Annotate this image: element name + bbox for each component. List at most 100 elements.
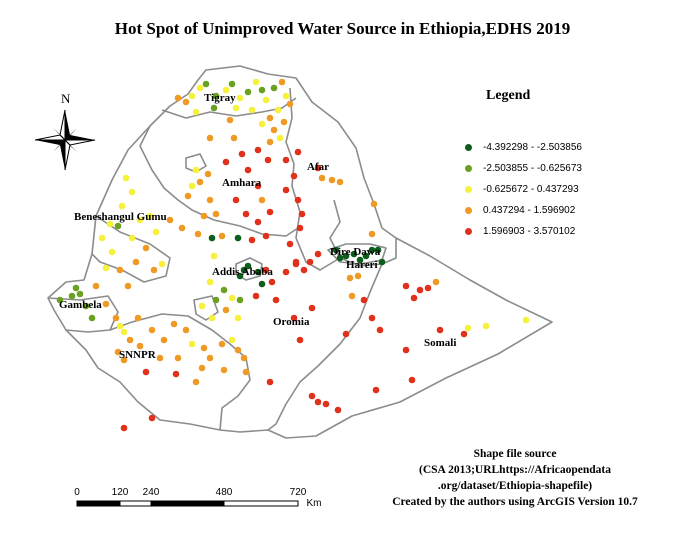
hotspot-point: [356, 256, 364, 264]
hotspot-point: [402, 282, 410, 290]
hotspot-point: [118, 202, 126, 210]
hotspot-point: [234, 314, 242, 322]
hotspot-point: [202, 80, 210, 88]
hotspot-point: [308, 392, 316, 400]
hotspot-point: [234, 234, 242, 242]
hotspot-point: [282, 268, 290, 276]
hotspot-point: [82, 302, 90, 310]
hotspot-point: [272, 296, 280, 304]
hotspot-point: [416, 286, 424, 294]
boundary-amhara: [139, 125, 299, 237]
boundary-afar: [285, 87, 341, 271]
hotspot-point: [362, 252, 370, 260]
legend-swatch: [465, 206, 472, 214]
boundary-lake-tana: [185, 153, 207, 173]
hotspot-point: [296, 224, 304, 232]
source-note: Shape file source (CSA 2013;URLhttps://A…: [360, 446, 670, 510]
hotspot-point: [268, 278, 276, 286]
hotspot-point: [172, 370, 180, 378]
label-snnpr: SNNPR: [119, 349, 157, 361]
hotspot-point: [166, 216, 174, 224]
hotspot-point: [334, 406, 342, 414]
hotspot-point: [150, 266, 158, 274]
hotspot-point: [204, 170, 212, 178]
hotspot-point: [192, 108, 200, 116]
hotspot-point: [196, 178, 204, 186]
hotspot-point: [378, 258, 386, 266]
hotspot-point: [178, 224, 186, 232]
hotspot-point: [336, 254, 344, 262]
boundary-dire-dawa: [327, 243, 387, 265]
legend-swatch: [465, 143, 472, 151]
hotspot-point: [122, 174, 130, 182]
legend-swatch: [465, 227, 472, 235]
country-outline: [47, 65, 553, 439]
hotspot-point: [314, 164, 322, 172]
hotspot-point: [350, 250, 358, 258]
hotspot-point: [252, 292, 260, 300]
scale-tick-120: 120: [111, 487, 129, 498]
hotspot-point: [410, 294, 418, 302]
hotspot-point: [228, 294, 236, 302]
hotspot-point: [132, 258, 140, 266]
hotspot-point: [210, 104, 218, 112]
hotspot-point: [182, 98, 190, 106]
hotspot-point: [236, 272, 244, 280]
legend-label: -4.392298 - -2.503856: [483, 142, 582, 153]
hotspot-point: [332, 246, 340, 254]
legend-item: 0.437294 - 1.596902: [465, 204, 575, 218]
label-tigray: Tigray: [204, 92, 236, 104]
hotspot-point: [258, 86, 266, 94]
hotspot-point: [238, 150, 246, 158]
hotspot-point: [322, 400, 330, 408]
hotspot-point: [368, 314, 376, 322]
hotspot-point: [282, 92, 290, 100]
hotspot-point: [198, 302, 206, 310]
hotspot-point: [126, 336, 134, 344]
scale-unit: Km: [306, 498, 322, 509]
hotspot-point: [192, 166, 200, 174]
hotspot-point: [464, 324, 472, 332]
hotspot-point: [174, 354, 182, 362]
hotspot-point: [208, 314, 216, 322]
hotspot-point: [182, 326, 190, 334]
hotspot-point: [278, 78, 286, 86]
hotspot-point: [368, 246, 376, 254]
hotspot-point: [198, 364, 206, 372]
scale-bar: [76, 500, 299, 507]
label-oromia: Oromia: [273, 316, 310, 328]
hotspot-point: [236, 296, 244, 304]
hotspot-point: [142, 244, 150, 252]
hotspot-point: [460, 330, 468, 338]
hotspot-point: [248, 106, 256, 114]
hotspot-point: [76, 290, 84, 298]
hotspot-point: [232, 196, 240, 204]
hotspot-point: [306, 258, 314, 266]
hotspot-point: [200, 212, 208, 220]
legend-label: 0.437294 - 1.596902: [483, 205, 576, 216]
hotspot-point: [266, 208, 274, 216]
hotspot-point: [424, 284, 432, 292]
legend-item: -0.625672 - 0.437293: [465, 183, 579, 197]
scale-tick-720: 720: [289, 487, 307, 498]
hotspot-point: [482, 322, 490, 330]
hotspot-point: [294, 196, 302, 204]
hotspot-point: [318, 174, 326, 182]
hotspot-point: [112, 314, 120, 322]
hotspot-point: [432, 278, 440, 286]
scale-tick-240: 240: [142, 487, 160, 498]
label-amhara: Amhara: [222, 177, 262, 189]
hotspot-point: [262, 96, 270, 104]
legend-item: -4.392298 - -2.503856: [465, 141, 582, 155]
hotspot-point: [222, 158, 230, 166]
hotspot-point: [314, 250, 322, 258]
hotspot-point: [270, 126, 278, 134]
hotspot-point: [208, 234, 216, 242]
hotspot-point: [184, 192, 192, 200]
hotspot-point: [188, 340, 196, 348]
hotspot-point: [244, 88, 252, 96]
hotspot-point: [370, 200, 378, 208]
hotspot-point: [236, 94, 244, 102]
hotspot-point: [314, 398, 322, 406]
